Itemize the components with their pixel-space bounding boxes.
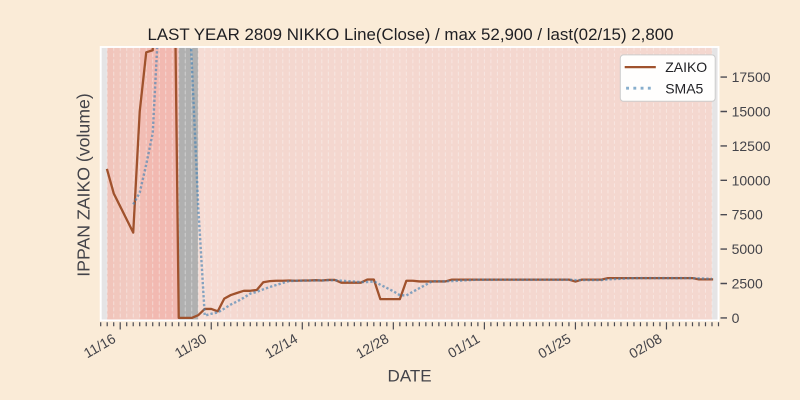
- svg-text:15000: 15000: [732, 104, 771, 120]
- svg-text:10000: 10000: [732, 172, 771, 188]
- svg-text:0: 0: [732, 310, 740, 326]
- svg-text:12500: 12500: [732, 138, 771, 154]
- svg-text:LAST YEAR 2809 NIKKO Line(Clos: LAST YEAR 2809 NIKKO Line(Close) / max 5…: [147, 25, 673, 44]
- svg-text:IPPAN ZAIKO (volume): IPPAN ZAIKO (volume): [73, 93, 93, 276]
- svg-text:5000: 5000: [732, 241, 763, 257]
- svg-text:ZAIKO: ZAIKO: [665, 59, 707, 75]
- svg-text:17500: 17500: [732, 69, 771, 85]
- svg-text:2500: 2500: [732, 276, 763, 292]
- svg-text:7500: 7500: [732, 207, 763, 223]
- svg-text:DATE: DATE: [388, 367, 432, 386]
- svg-text:SMA5: SMA5: [665, 80, 703, 96]
